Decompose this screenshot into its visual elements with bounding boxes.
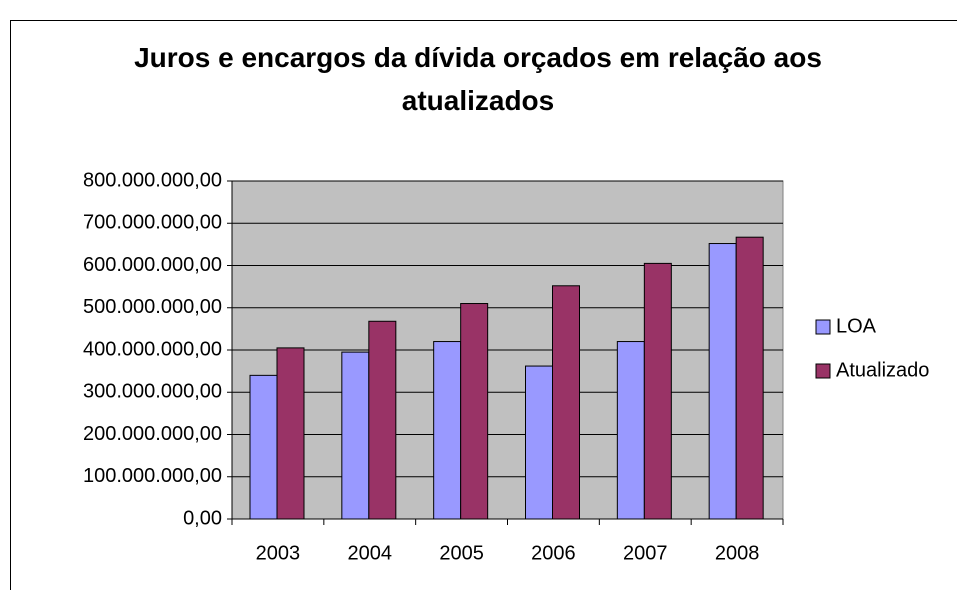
bar [276,347,305,520]
bar [525,365,553,520]
y-tick-label: 400.000.000,00 [83,338,222,360]
legend-swatch [815,363,831,379]
y-tick-label: 0,00 [183,507,222,529]
y-tick-label: 100.000.000,00 [83,465,222,487]
bar [368,320,397,520]
bar [708,243,737,520]
y-tick-label: 500.000.000,00 [83,296,222,318]
bar [616,341,645,520]
bar [643,262,672,520]
legend-label: LOA [836,315,877,337]
bar [341,351,370,520]
x-tick-label: 2005 [439,542,484,564]
bar [433,341,462,520]
y-tick-label: 800.000.000,00 [83,169,222,191]
x-tick-label: 2008 [715,542,760,564]
bar [249,374,278,520]
legend-label: Atualizado [836,359,929,381]
bar [552,285,580,520]
x-tick-label: 2003 [256,542,301,564]
y-tick-label: 300.000.000,00 [83,381,222,403]
y-tick-label: 700.000.000,00 [83,212,222,234]
bar [460,303,489,520]
y-tick-label: 600.000.000,00 [83,254,222,276]
bar [735,236,764,520]
x-tick-label: 2006 [531,542,576,564]
x-tick-label: 2007 [623,542,668,564]
x-tick-label: 2004 [348,542,393,564]
chart-title: Juros e encargos da dívida orçados em re… [134,42,822,116]
y-tick-label: 200.000.000,00 [83,423,222,445]
legend-swatch [815,319,831,335]
